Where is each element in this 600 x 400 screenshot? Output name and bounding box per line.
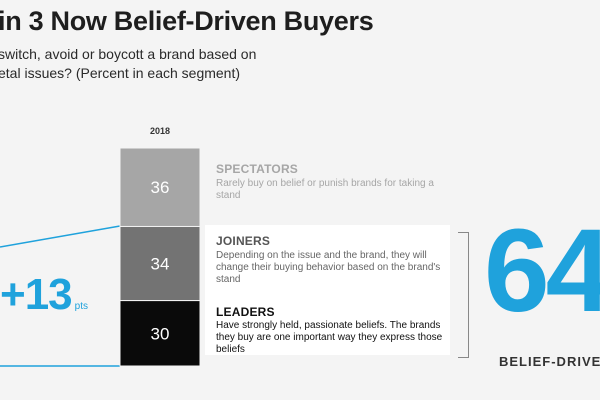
year-tick-label: 2018 <box>149 126 171 136</box>
bar-value-label-spectators: 36 <box>151 178 170 197</box>
leaders-label: LEADERS <box>216 305 275 319</box>
subtitle-line-2: etal issues? (Percent in each segment) <box>0 65 241 81</box>
spectators-description: Rarely buy on belief or punish brands fo… <box>216 178 434 201</box>
connector-line-top <box>0 225 121 248</box>
change-indicator: +13 pts <box>0 270 88 320</box>
change-unit: pts <box>74 301 88 312</box>
bar-value-label-joiners: 34 <box>151 255 170 274</box>
chart-subtitle: switch, avoid or boycott a brand based o… <box>0 45 256 83</box>
bar-segment-leaders <box>119 300 201 367</box>
joiners-label: JOINERS <box>216 234 271 248</box>
belief-driven-total: 64 <box>484 205 600 337</box>
chart-title: in 3 Now Belief-Driven Buyers <box>0 6 374 36</box>
joiners-description: Depending on the issue and the brand, th… <box>216 250 441 285</box>
belief-driven-highlight <box>205 225 450 355</box>
belief-driven-caption: BELIEF-DRIVEN <box>499 354 600 369</box>
spectators-label: SPECTATORS <box>216 162 299 176</box>
change-value: +13 <box>0 270 73 319</box>
leaders-description: Have strongly held, passionate beliefs. … <box>216 320 443 355</box>
bar-segment-spectators <box>119 147 201 227</box>
subtitle-line-1: switch, avoid or boycott a brand based o… <box>0 46 257 62</box>
belief-driven-bracket <box>458 232 469 358</box>
bar-value-label-leaders: 30 <box>151 324 170 343</box>
